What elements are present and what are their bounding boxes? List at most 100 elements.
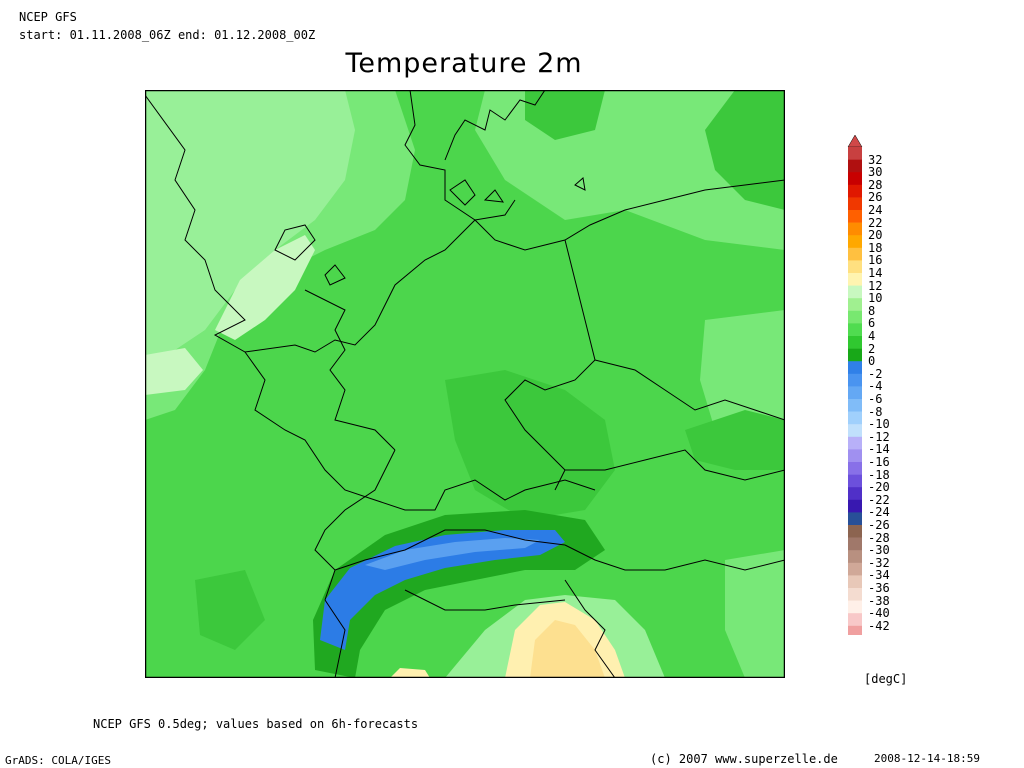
render-timestamp: 2008-12-14-18:59	[874, 752, 980, 765]
map-frame	[145, 90, 785, 678]
legend-swatch	[848, 386, 862, 400]
legend-label: 12	[868, 278, 883, 293]
zone-mid-north	[525, 90, 605, 140]
legend-swatch	[848, 298, 862, 312]
legend-swatch	[848, 537, 862, 551]
legend-swatch	[848, 499, 862, 513]
legend-swatch	[848, 361, 862, 375]
legend-swatch	[848, 525, 862, 538]
legend-swatch	[848, 273, 862, 286]
legend-label: 28	[868, 177, 883, 192]
legend-swatch	[848, 562, 862, 576]
legend-swatch	[848, 436, 862, 450]
legend-swatch	[848, 613, 862, 627]
legend-swatch	[848, 575, 862, 589]
legend-swatch	[848, 399, 862, 412]
legend-label: 18	[868, 240, 883, 255]
legend-label: -14	[868, 442, 890, 457]
legend-label: -22	[868, 492, 890, 507]
legend-swatch	[848, 625, 862, 639]
source-note: NCEP GFS 0.5deg; values based on 6h-fore…	[93, 717, 419, 731]
legend-label: 0	[868, 354, 876, 369]
zone-mid-northeast	[705, 90, 785, 210]
legend-label: -18	[868, 467, 890, 482]
legend-label: 30	[868, 165, 883, 180]
legend-swatch	[848, 323, 862, 337]
legend-label: 24	[868, 203, 883, 217]
legend-swatch	[848, 247, 862, 261]
legend-swatch	[848, 184, 862, 198]
legend-swatch	[848, 310, 862, 324]
legend-swatch	[848, 159, 862, 173]
legend-label: -36	[868, 581, 890, 595]
legend-unit: [degC]	[864, 672, 908, 686]
legend-label: -10	[868, 417, 890, 432]
legend-swatch	[848, 449, 862, 463]
legend-label: 16	[868, 253, 883, 268]
legend-swatch	[848, 172, 862, 186]
legend-swatch	[848, 147, 862, 160]
zone-mid-east	[685, 410, 785, 470]
color-legend	[840, 134, 920, 651]
temperature-map	[145, 90, 785, 678]
legend-swatch	[848, 260, 862, 274]
legend-label: -16	[868, 455, 890, 469]
zone-warm-southeast	[725, 550, 785, 678]
legend-label: -32	[868, 555, 890, 570]
legend-label: 4	[868, 329, 876, 343]
zone-alps-lightblue	[365, 538, 540, 570]
map-title: Temperature 2m	[345, 48, 583, 79]
legend-label: -12	[868, 429, 890, 444]
zone-pale-patch	[215, 235, 315, 340]
legend-swatch	[848, 588, 862, 601]
software-credit: GrADS: COLA/IGES	[5, 754, 111, 767]
legend-label: -8	[868, 404, 883, 419]
legend-label: -4	[868, 379, 883, 394]
legend-label: -2	[868, 366, 883, 381]
legend-swatch	[848, 550, 862, 564]
legend-label: 6	[868, 316, 876, 331]
legend-swatch	[848, 348, 862, 362]
legend-label: -38	[868, 593, 890, 608]
legend-label: 32	[868, 152, 883, 167]
legend-swatch	[848, 210, 862, 223]
legend-swatch	[848, 235, 862, 249]
zone-pale-west	[145, 348, 203, 395]
legend-swatch	[848, 197, 862, 211]
legend-label: 2	[868, 341, 876, 356]
legend-label: -26	[868, 518, 890, 532]
zone-light-northwest	[145, 90, 355, 360]
legend-label: -28	[868, 530, 890, 545]
legend-swatch	[848, 600, 862, 614]
legend-label: 22	[868, 215, 883, 230]
legend-swatch	[848, 474, 862, 488]
legend-label: -34	[868, 568, 890, 583]
legend-swatch	[848, 285, 862, 299]
country-borders	[145, 90, 785, 678]
legend-label: -6	[868, 392, 883, 406]
legend-label: 20	[868, 228, 883, 243]
legend-label: -40	[868, 606, 890, 621]
model-name: NCEP GFS	[19, 10, 77, 24]
legend-swatch	[848, 222, 862, 236]
zone-pale-sw	[390, 668, 430, 678]
legend-label: 8	[868, 303, 876, 318]
legend-swatch	[848, 373, 862, 387]
legend-swatch	[848, 424, 862, 438]
legend-swatch	[848, 336, 862, 349]
legend-swatch	[848, 411, 862, 425]
copyright: (c) 2007 www.superzelle.de	[650, 752, 838, 766]
legend-swatch	[848, 487, 862, 501]
legend-label: 14	[868, 266, 883, 280]
legend-label: -30	[868, 543, 890, 558]
zone-yellow	[530, 620, 605, 678]
zone-mid-southwest	[195, 570, 265, 650]
forecast-period: start: 01.11.2008_06Z end: 01.12.2008_00…	[19, 28, 316, 42]
legend-label: -24	[868, 505, 890, 520]
legend-label: -20	[868, 480, 890, 495]
legend-top-arrow	[847, 134, 863, 148]
legend-label: -42	[868, 618, 890, 633]
legend-label: 26	[868, 190, 883, 205]
legend-swatch	[848, 512, 862, 526]
legend-swatch	[848, 462, 862, 475]
